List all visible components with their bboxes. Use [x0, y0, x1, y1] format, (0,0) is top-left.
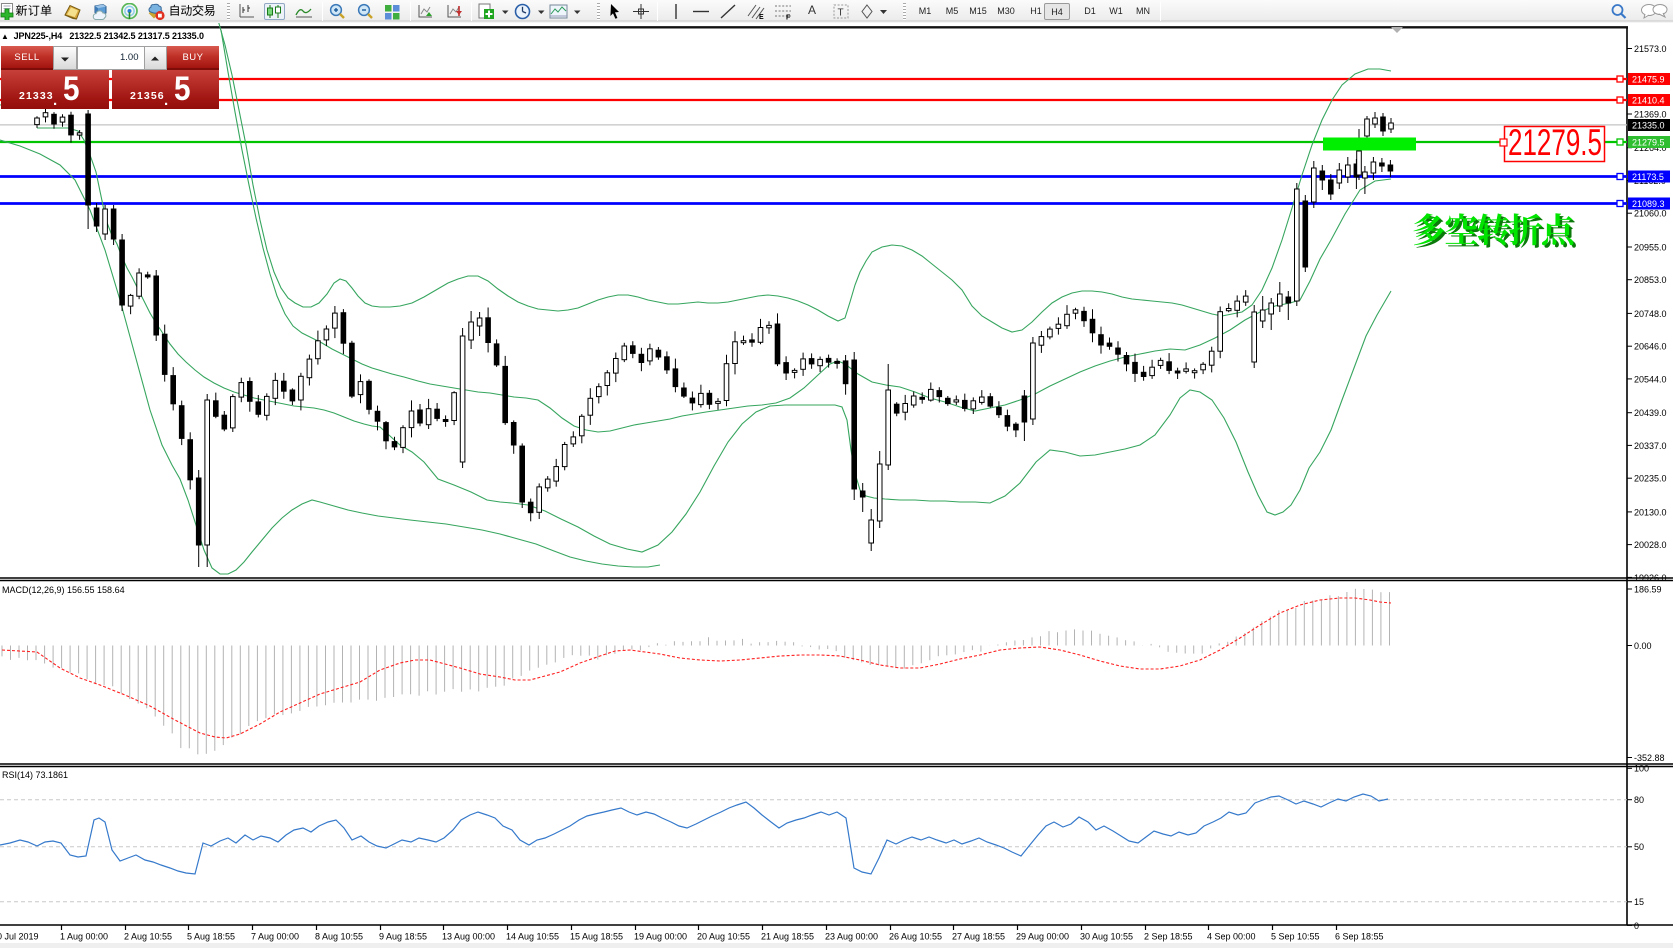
svg-text:20748.0: 20748.0: [1634, 309, 1667, 319]
svg-text:29 Aug 00:00: 29 Aug 00:00: [1016, 932, 1069, 942]
svg-text:19926.0: 19926.0: [1634, 573, 1667, 583]
svg-text:30 Aug 10:55: 30 Aug 10:55: [1080, 932, 1133, 942]
svg-text:20439.0: 20439.0: [1634, 408, 1667, 418]
svg-text:21089.3: 21089.3: [1632, 199, 1665, 209]
svg-text:20544.0: 20544.0: [1634, 374, 1667, 384]
svg-text:21173.5: 21173.5: [1632, 172, 1664, 182]
svg-text:186.59: 186.59: [1634, 584, 1662, 594]
svg-text:21335.0: 21335.0: [1632, 120, 1665, 130]
svg-text:21475.9: 21475.9: [1632, 74, 1665, 84]
svg-text:15: 15: [1634, 897, 1644, 907]
svg-text:20955.0: 20955.0: [1634, 242, 1667, 252]
svg-text:T: T: [838, 8, 844, 19]
svg-text:26 Aug 10:55: 26 Aug 10:55: [889, 932, 942, 942]
svg-text:20028.0: 20028.0: [1634, 540, 1667, 550]
svg-text:15 Aug 18:55: 15 Aug 18:55: [570, 932, 623, 942]
svg-text:21573.0: 21573.0: [1634, 44, 1667, 54]
svg-text:21279.5: 21279.5: [1508, 122, 1602, 163]
svg-text:30 Jul 2019: 30 Jul 2019: [0, 932, 39, 942]
svg-text:6 Sep 18:55: 6 Sep 18:55: [1335, 932, 1384, 942]
svg-text:21279.5: 21279.5: [1632, 137, 1665, 147]
svg-text:F: F: [786, 15, 791, 21]
svg-text:14 Aug 10:55: 14 Aug 10:55: [506, 932, 559, 942]
svg-text:100: 100: [1634, 764, 1649, 774]
svg-text:4 Sep 00:00: 4 Sep 00:00: [1207, 932, 1256, 942]
svg-text:2 Sep 18:55: 2 Sep 18:55: [1144, 932, 1193, 942]
svg-text:8 Aug 10:55: 8 Aug 10:55: [315, 932, 363, 942]
svg-text:MACD(12,26,9) 156.55 158.64: MACD(12,26,9) 156.55 158.64: [2, 585, 125, 595]
svg-text:RSI(14) 73.1861: RSI(14) 73.1861: [2, 770, 68, 780]
svg-text:13 Aug 00:00: 13 Aug 00:00: [442, 932, 495, 942]
svg-text:7 Aug 00:00: 7 Aug 00:00: [251, 932, 299, 942]
svg-text:80: 80: [1634, 795, 1644, 805]
svg-text:2 Aug 10:55: 2 Aug 10:55: [124, 932, 172, 942]
svg-text:20 Aug 10:55: 20 Aug 10:55: [697, 932, 750, 942]
svg-text:21410.4: 21410.4: [1632, 95, 1665, 105]
svg-text:20853.0: 20853.0: [1634, 275, 1667, 285]
svg-text:0: 0: [1634, 921, 1639, 931]
svg-text:20646.0: 20646.0: [1634, 342, 1667, 352]
svg-text:5 Sep 10:55: 5 Sep 10:55: [1271, 932, 1320, 942]
svg-text:20130.0: 20130.0: [1634, 507, 1667, 517]
svg-text:21 Aug 18:55: 21 Aug 18:55: [761, 932, 814, 942]
svg-text:9 Aug 18:55: 9 Aug 18:55: [379, 932, 427, 942]
svg-text:50: 50: [1634, 842, 1644, 852]
svg-text:-352.88: -352.88: [1634, 753, 1665, 763]
svg-text:23 Aug 00:00: 23 Aug 00:00: [825, 932, 878, 942]
svg-text:19 Aug 00:00: 19 Aug 00:00: [634, 932, 687, 942]
svg-text:5 Aug 18:55: 5 Aug 18:55: [187, 932, 235, 942]
svg-text:21060.0: 21060.0: [1634, 209, 1667, 219]
svg-text:1 Aug 00:00: 1 Aug 00:00: [60, 932, 108, 942]
svg-text:21369.0: 21369.0: [1634, 109, 1667, 119]
svg-text:20235.0: 20235.0: [1634, 474, 1667, 484]
svg-text:20337.0: 20337.0: [1634, 441, 1667, 451]
svg-text:27 Aug 18:55: 27 Aug 18:55: [952, 932, 1005, 942]
svg-text:E: E: [759, 14, 764, 20]
svg-text:21264.0: 21264.0: [1634, 143, 1667, 153]
svg-text:0.00: 0.00: [1634, 641, 1652, 651]
